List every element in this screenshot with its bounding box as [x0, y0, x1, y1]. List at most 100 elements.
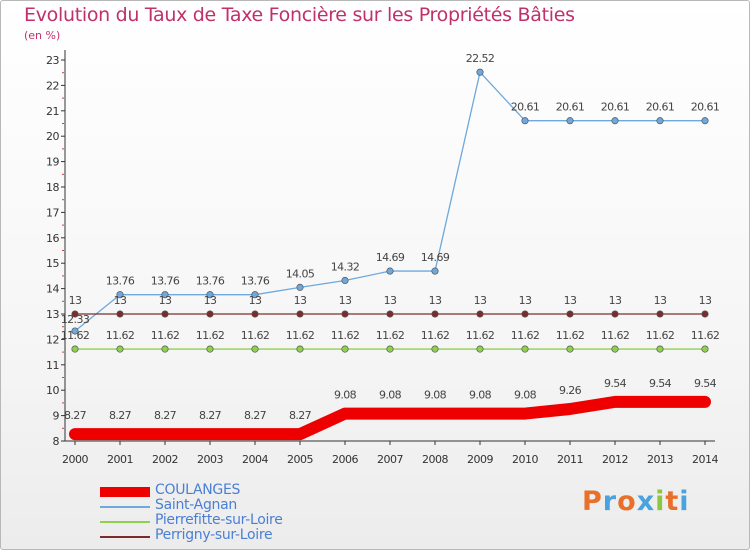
data-point — [701, 117, 709, 125]
data-label: 13 — [249, 294, 262, 307]
legend-item: Perrigny-sur-Loire — [100, 527, 360, 544]
y-tick-label: 23 — [46, 54, 59, 67]
data-point — [386, 310, 394, 318]
data-point — [251, 345, 259, 353]
data-label: 14.32 — [331, 260, 360, 273]
data-label: 11.62 — [601, 329, 630, 342]
data-label: 11.62 — [286, 329, 315, 342]
data-label: 9.08 — [469, 389, 492, 402]
data-point — [566, 310, 574, 318]
data-point — [566, 117, 574, 125]
data-label: 11.62 — [511, 329, 540, 342]
data-label: 20.61 — [601, 101, 630, 114]
legend-label: Perrigny-sur-Loire — [155, 527, 273, 543]
data-point — [341, 310, 349, 318]
data-label: 13 — [519, 294, 532, 307]
data-point — [476, 310, 484, 318]
data-point — [431, 310, 439, 318]
data-point — [341, 276, 349, 285]
data-point — [161, 291, 169, 299]
data-point — [656, 117, 664, 125]
y-tick-label: 14 — [46, 283, 59, 296]
data-point — [296, 345, 304, 353]
data-label: 11.62 — [466, 329, 495, 342]
data-point — [206, 310, 214, 318]
data-label: 13.76 — [106, 275, 135, 288]
data-point — [296, 283, 304, 291]
data-label: 9.08 — [334, 389, 357, 402]
data-label: 9.08 — [424, 389, 447, 402]
data-label: 11.62 — [241, 329, 270, 342]
data-label: 14.69 — [376, 251, 405, 264]
data-point — [476, 345, 484, 353]
data-label: 20.61 — [691, 101, 720, 114]
data-label: 11.62 — [151, 329, 180, 342]
legend-label: COULANGES — [155, 482, 241, 498]
data-label: 13 — [654, 294, 667, 307]
data-label: 8.27 — [244, 409, 267, 422]
x-tick-label: 2004 — [242, 453, 268, 466]
data-point — [521, 310, 529, 318]
x-tick-label: 2009 — [467, 453, 493, 466]
data-point — [116, 291, 124, 299]
data-label: 13 — [429, 294, 442, 307]
x-tick-label: 2012 — [602, 453, 628, 466]
legend-swatch — [100, 521, 150, 523]
x-tick-label: 2008 — [422, 453, 448, 466]
data-point — [386, 267, 394, 275]
x-tick-label: 2002 — [152, 453, 178, 466]
data-label: 11.62 — [421, 329, 450, 342]
legend-swatch — [100, 506, 150, 508]
y-tick-label: 8 — [53, 435, 60, 448]
data-point — [611, 310, 619, 318]
data-point — [656, 310, 664, 318]
data-label: 13 — [384, 294, 397, 307]
x-tick-label: 2014 — [692, 453, 718, 466]
legend-item: COULANGES — [100, 482, 360, 499]
data-label: 11.62 — [376, 329, 405, 342]
x-tick-label: 2010 — [512, 453, 538, 466]
data-point — [611, 345, 619, 353]
x-tick-label: 2000 — [62, 453, 88, 466]
data-point — [116, 310, 124, 318]
data-label: 11.62 — [691, 329, 720, 342]
data-label: 13 — [609, 294, 622, 307]
y-tick-label: 13 — [46, 308, 59, 321]
data-point — [71, 327, 79, 335]
legend-label: Pierrefitte-sur-Loire — [155, 512, 283, 528]
data-label: 9.54 — [694, 377, 717, 390]
y-tick-label: 16 — [46, 232, 59, 245]
data-label: 12.33 — [61, 313, 90, 326]
y-tick-label: 19 — [46, 156, 59, 169]
data-label: 9.54 — [604, 377, 627, 390]
y-tick-label: 15 — [46, 257, 59, 270]
data-label: 9.54 — [649, 377, 672, 390]
data-point — [566, 345, 574, 353]
data-point — [161, 345, 169, 353]
y-tick-label: 11 — [46, 359, 59, 372]
data-label: 14.05 — [286, 267, 315, 280]
data-point — [521, 117, 529, 125]
data-point — [251, 310, 259, 318]
data-point — [521, 345, 529, 353]
data-point — [431, 267, 439, 275]
data-label: 9.26 — [559, 384, 582, 397]
data-label: 9.08 — [514, 389, 537, 402]
data-label: 13 — [339, 294, 352, 307]
data-label: 11.62 — [556, 329, 585, 342]
data-label: 8.27 — [64, 409, 87, 422]
data-point — [206, 345, 214, 353]
data-label: 13.76 — [196, 275, 225, 288]
data-label: 8.27 — [199, 409, 222, 422]
data-point — [116, 345, 124, 353]
data-label: 13 — [114, 294, 127, 307]
data-label: 13 — [204, 294, 217, 307]
y-tick-label: 21 — [46, 105, 59, 118]
data-label: 13.76 — [151, 275, 180, 288]
data-label: 20.61 — [556, 101, 585, 114]
x-tick-label: 2007 — [377, 453, 403, 466]
data-label: 9.08 — [379, 389, 402, 402]
data-point — [71, 345, 79, 353]
data-label: 11.62 — [196, 329, 225, 342]
data-point — [611, 117, 619, 125]
